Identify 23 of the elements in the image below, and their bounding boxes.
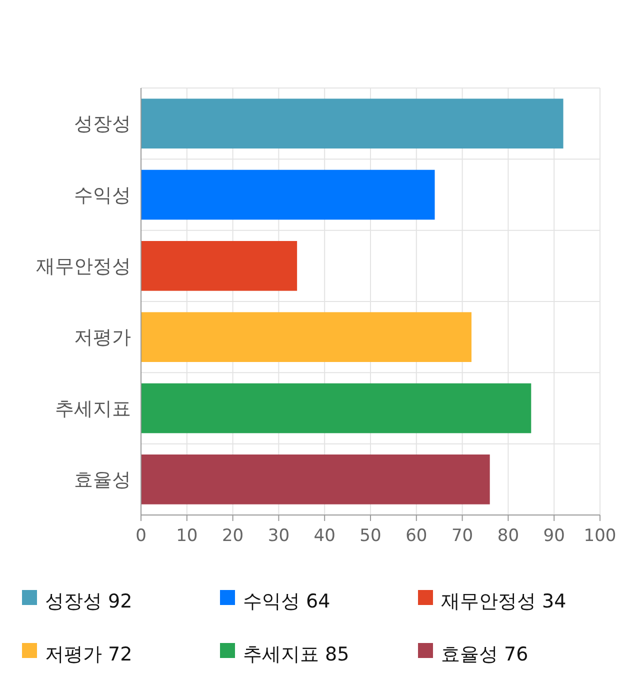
y-tick-label: 재무안정성 bbox=[36, 256, 131, 278]
x-tick-label: 100 bbox=[584, 526, 616, 546]
y-tick-label: 수익성 bbox=[74, 184, 131, 206]
legend-label: 저평가 72 bbox=[45, 644, 132, 666]
legend-label: 성장성 92 bbox=[45, 590, 132, 613]
x-tick-label: 50 bbox=[360, 526, 382, 546]
y-tick-label: 추세지표 bbox=[55, 398, 131, 420]
x-tick-label: 40 bbox=[314, 526, 336, 546]
x-tick-label: 70 bbox=[451, 526, 474, 546]
legend-label: 재무안정성 34 bbox=[441, 590, 566, 613]
x-tick-label: 0 bbox=[136, 526, 146, 546]
legend-label: 추세지표 85 bbox=[243, 644, 350, 666]
legend-label: 수익성 64 bbox=[243, 590, 330, 613]
x-tick-label: 90 bbox=[543, 526, 565, 546]
x-tick-label: 60 bbox=[406, 526, 428, 546]
y-tick-label: 저평가 bbox=[74, 326, 131, 349]
y-tick-label: 효율성 bbox=[74, 469, 131, 492]
x-tick-label: 30 bbox=[268, 526, 290, 546]
y-tick-label: 성장성 bbox=[74, 113, 131, 136]
x-tick-label: 20 bbox=[222, 526, 244, 546]
legend-label: 효율성 76 bbox=[441, 644, 528, 666]
x-tick-label: 10 bbox=[176, 526, 198, 546]
x-tick-label: 80 bbox=[497, 526, 520, 546]
